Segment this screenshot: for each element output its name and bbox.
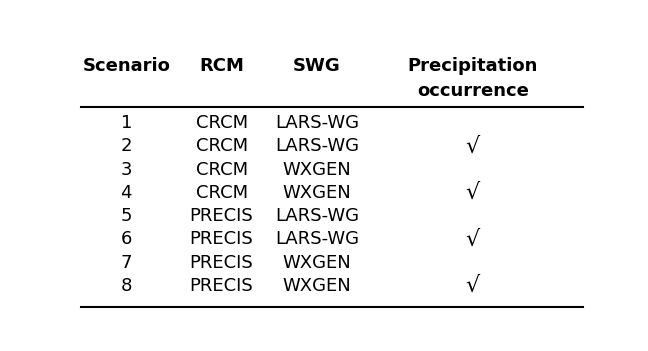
Text: CRCM: CRCM	[196, 161, 248, 179]
Text: 8: 8	[121, 277, 132, 295]
Text: 3: 3	[121, 161, 132, 179]
Text: √: √	[466, 183, 480, 203]
Text: 7: 7	[121, 254, 132, 272]
Text: √: √	[466, 137, 480, 157]
Text: 6: 6	[121, 230, 132, 249]
Text: Scenario: Scenario	[82, 58, 170, 75]
Text: 2: 2	[121, 138, 132, 155]
Text: SWG: SWG	[293, 58, 341, 75]
Text: √: √	[466, 230, 480, 250]
Text: CRCM: CRCM	[196, 184, 248, 202]
Text: CRCM: CRCM	[196, 138, 248, 155]
Text: Precipitation: Precipitation	[408, 58, 538, 75]
Text: LARS-WG: LARS-WG	[275, 207, 359, 225]
Text: LARS-WG: LARS-WG	[275, 114, 359, 132]
Text: PRECIS: PRECIS	[190, 254, 253, 272]
Text: WXGEN: WXGEN	[283, 161, 351, 179]
Text: occurrence: occurrence	[417, 82, 529, 100]
Text: WXGEN: WXGEN	[283, 254, 351, 272]
Text: CRCM: CRCM	[196, 114, 248, 132]
Text: 4: 4	[121, 184, 132, 202]
Text: LARS-WG: LARS-WG	[275, 230, 359, 249]
Text: WXGEN: WXGEN	[283, 184, 351, 202]
Text: PRECIS: PRECIS	[190, 230, 253, 249]
Text: WXGEN: WXGEN	[283, 277, 351, 295]
Text: PRECIS: PRECIS	[190, 277, 253, 295]
Text: √: √	[466, 276, 480, 296]
Text: RCM: RCM	[199, 58, 244, 75]
Text: 1: 1	[121, 114, 132, 132]
Text: LARS-WG: LARS-WG	[275, 138, 359, 155]
Text: PRECIS: PRECIS	[190, 207, 253, 225]
Text: 5: 5	[121, 207, 132, 225]
